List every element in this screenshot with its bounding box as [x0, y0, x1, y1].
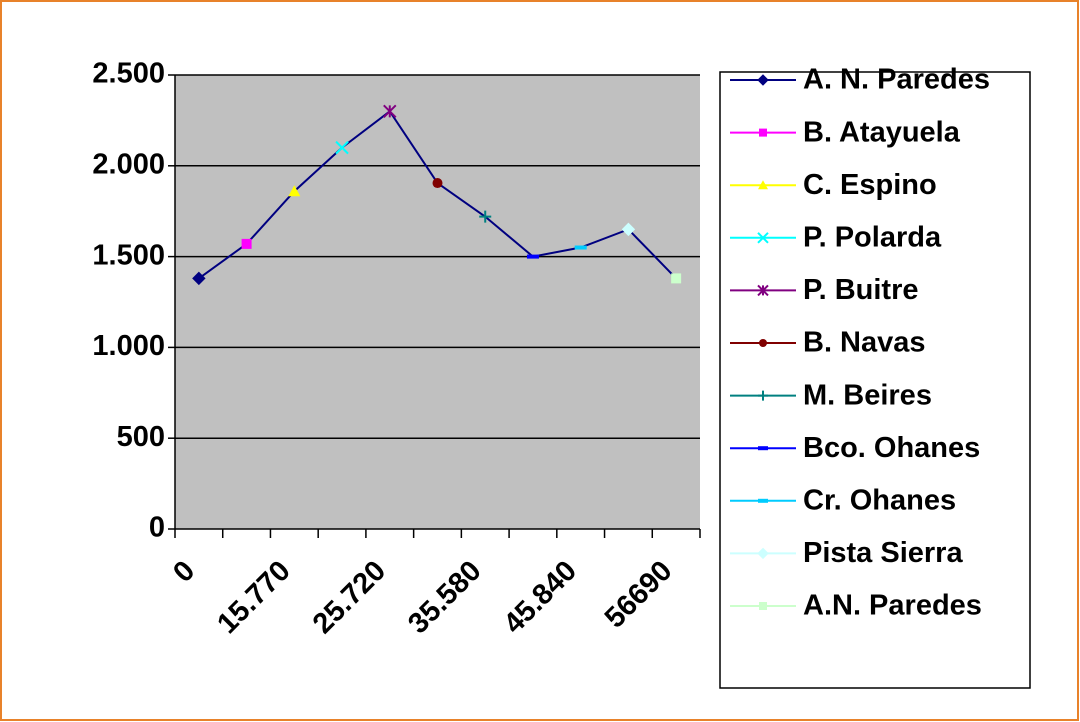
marker — [479, 210, 492, 223]
legend-label: A.N. Paredes — [803, 590, 982, 622]
legend-marker — [757, 232, 769, 244]
legend-box — [719, 71, 1031, 689]
marker — [335, 140, 349, 155]
legend-label: B. Navas — [803, 327, 926, 359]
legend-label: P. Polarda — [803, 221, 942, 253]
y-tick-label: 2.000 — [92, 148, 165, 180]
legend-label: A. N. Paredes — [803, 64, 990, 96]
marker — [671, 273, 682, 284]
y-tick-label: 2.500 — [92, 58, 165, 90]
legend-marker — [759, 128, 767, 137]
y-tick-label: 1.500 — [92, 239, 165, 271]
legend-label: M. Beires — [803, 379, 932, 411]
plot-area — [175, 75, 700, 529]
legend-label: Cr. Ohanes — [803, 484, 956, 516]
y-tick-label: 1.000 — [92, 330, 165, 362]
marker — [383, 104, 397, 119]
marker — [526, 254, 539, 259]
marker — [432, 178, 443, 189]
marker — [192, 271, 206, 286]
marker — [288, 185, 301, 197]
y-tick-label: 500 — [117, 421, 165, 453]
legend-marker — [757, 284, 769, 297]
legend-label: P. Buitre — [803, 274, 919, 306]
marker — [574, 245, 587, 250]
legend-marker — [758, 180, 768, 190]
marker — [621, 222, 636, 237]
legend-marker — [758, 446, 768, 451]
legend-marker — [757, 74, 769, 86]
legend-marker — [757, 547, 769, 560]
y-tick-label: 0 — [149, 512, 165, 544]
legend-marker — [759, 602, 767, 610]
legend-label: Pista Sierra — [803, 537, 963, 569]
marker — [241, 238, 252, 249]
legend-label: Bco. Ohanes — [803, 432, 980, 464]
legend-label: C. Espino — [803, 169, 937, 201]
legend-marker — [759, 339, 767, 347]
legend-marker — [758, 390, 768, 401]
legend-marker — [758, 498, 768, 503]
legend-label: B. Atayuela — [803, 116, 961, 148]
